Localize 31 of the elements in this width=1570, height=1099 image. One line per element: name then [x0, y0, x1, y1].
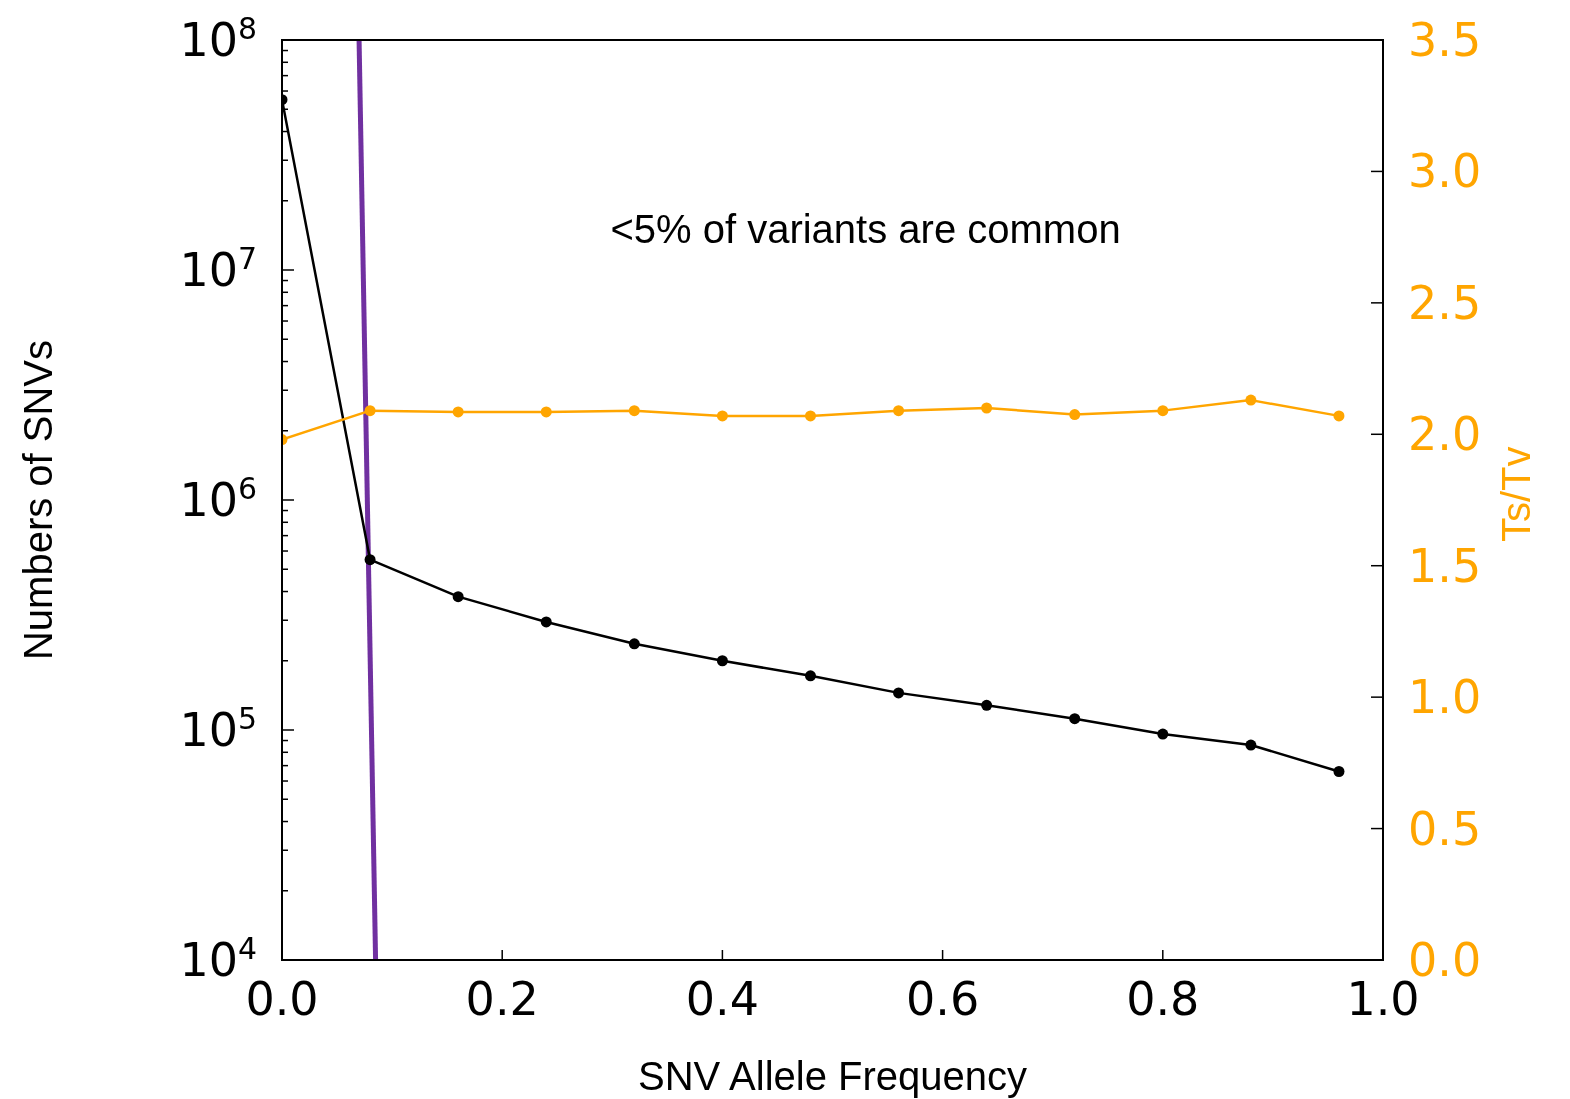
point — [981, 699, 993, 711]
x-tick-label: 0.6 — [906, 972, 980, 1026]
y2-axis-title: Ts/Tv — [1494, 446, 1538, 543]
x-tick-label: 0.8 — [1126, 972, 1200, 1026]
y-tick-label: 10$^{7}$ — [179, 240, 257, 297]
y-axis-title: Numbers of SNVs — [16, 339, 60, 661]
y2-tick-label: 0.5 — [1408, 801, 1482, 856]
y2-tick-label: 2.5 — [1408, 275, 1482, 330]
point — [452, 591, 464, 603]
point — [1333, 766, 1345, 778]
y2-tick-label: 3.0 — [1408, 144, 1482, 199]
y-tick-label: 10$^{8}$ — [179, 10, 257, 67]
y2-tick-label: 3.5 — [1408, 13, 1482, 67]
point — [1069, 713, 1081, 725]
x-tick-label: 0.4 — [685, 972, 759, 1026]
point — [893, 687, 905, 699]
point — [364, 554, 376, 566]
point — [716, 655, 728, 667]
y2-tick-label: 2.0 — [1408, 407, 1482, 462]
y2-tick-label: 1.0 — [1408, 670, 1482, 725]
y-tick-label: 10$^{5}$ — [179, 700, 257, 757]
x-axis-title: SNV Allele Frequency — [637, 1054, 1028, 1098]
point — [628, 638, 640, 650]
point — [1157, 728, 1169, 740]
y2-tick-label: 1.5 — [1408, 538, 1482, 593]
point — [1245, 739, 1257, 751]
point — [804, 670, 816, 682]
point — [540, 616, 552, 628]
y-tick-label: 10$^{6}$ — [179, 470, 257, 527]
annotation: <5% of variants are common — [610, 207, 1121, 251]
x-tick-label: 0.2 — [465, 972, 539, 1026]
